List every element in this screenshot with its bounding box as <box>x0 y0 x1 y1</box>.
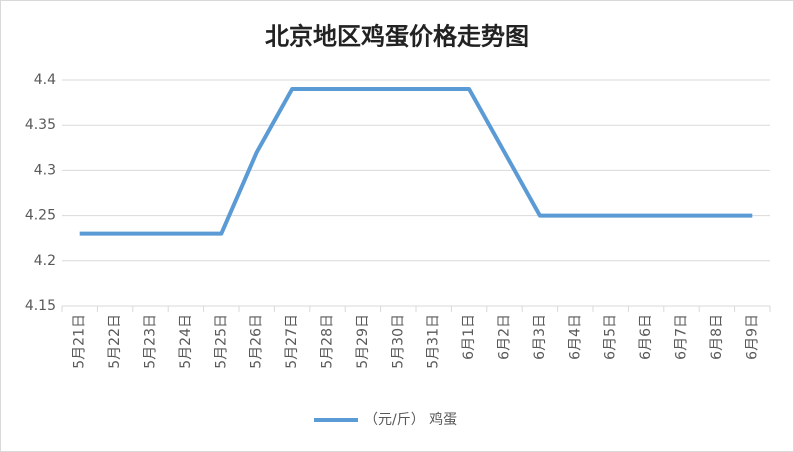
x-tick-label: 5月22日 <box>107 314 123 369</box>
legend-label: （元/斤） 鸡蛋 <box>364 411 457 428</box>
x-tick-label: 6月7日 <box>674 314 690 360</box>
x-tick-label: 5月31日 <box>426 314 442 369</box>
x-tick-label: 5月28日 <box>320 314 336 369</box>
x-tick-label: 5月21日 <box>72 314 88 369</box>
y-tick-label: 4.2 <box>34 253 56 269</box>
x-tick-label: 5月24日 <box>178 314 194 369</box>
x-tick-label: 5月26日 <box>249 314 265 369</box>
x-tick-label: 5月29日 <box>355 314 371 369</box>
x-tick-label: 6月5日 <box>603 314 619 360</box>
y-tick-label: 4.4 <box>34 72 56 88</box>
x-tick-label: 6月2日 <box>497 314 513 360</box>
x-tick-label: 6月3日 <box>532 314 548 360</box>
x-tick-label: 6月8日 <box>709 314 725 360</box>
y-tick-label: 4.25 <box>25 208 56 224</box>
line-series <box>79 87 753 236</box>
x-tick-label: 6月9日 <box>744 314 760 360</box>
x-tick-label: 6月6日 <box>638 314 654 360</box>
y-tick-label: 4.15 <box>25 298 56 314</box>
chart-title: 北京地区鸡蛋价格走势图 <box>265 22 529 51</box>
x-tick-label: 6月4日 <box>567 314 583 360</box>
x-tick-label: 5月23日 <box>143 314 159 369</box>
x-tick-label: 5月27日 <box>284 314 300 369</box>
x-tick-label: 6月1日 <box>461 314 477 360</box>
x-tick-label: 5月25日 <box>213 314 229 369</box>
y-tick-label: 4.35 <box>25 117 56 133</box>
y-tick-label: 4.3 <box>34 162 56 178</box>
x-tick-label: 5月30日 <box>390 314 406 369</box>
